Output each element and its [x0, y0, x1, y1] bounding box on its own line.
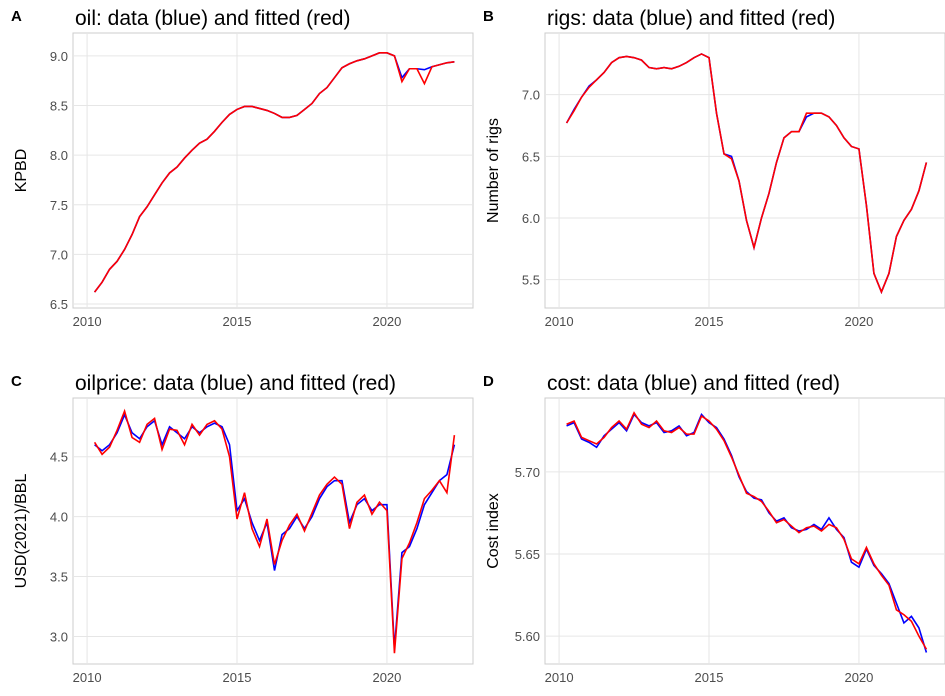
plot-border	[72, 397, 474, 665]
y-axis-title: Number of rigs	[485, 118, 502, 223]
plot-border	[544, 32, 945, 309]
series-line	[566, 411, 928, 650]
y-tick-label: 7.5	[50, 198, 68, 213]
y-tick-label: 8.5	[50, 98, 68, 113]
y-axis-title: USD(2021)/BBL	[13, 474, 30, 589]
series-line	[94, 412, 456, 649]
y-tick-label: 3.0	[50, 629, 68, 644]
panel-label: C	[11, 373, 22, 390]
x-tick-label: 2020	[372, 670, 401, 685]
y-tick-label: 5.70	[515, 465, 540, 480]
chart-title: rigs: data (blue) and fitted (red)	[547, 7, 835, 30]
y-tick-label: 7.0	[522, 88, 540, 103]
panel-label: D	[483, 373, 494, 390]
x-tick-label: 2020	[844, 314, 873, 329]
y-tick-label: 8.0	[50, 148, 68, 163]
x-tick-label: 2010	[545, 314, 574, 329]
x-tick-label: 2015	[223, 670, 252, 685]
series-line	[93, 52, 455, 293]
plot-border	[72, 32, 474, 309]
y-axis-title: Cost index	[485, 493, 502, 569]
chart-title: oil: data (blue) and fitted (red)	[75, 7, 350, 30]
plot-border	[544, 397, 945, 665]
y-tick-label: 4.5	[50, 450, 68, 465]
chart-title: cost: data (blue) and fitted (red)	[547, 372, 840, 395]
y-tick-label: 6.5	[522, 149, 540, 164]
y-tick-label: 5.60	[515, 629, 540, 644]
series-line	[93, 408, 456, 654]
y-tick-label: 7.0	[50, 247, 68, 262]
y-tick-label: 6.0	[522, 211, 540, 226]
x-tick-label: 2010	[545, 670, 574, 685]
x-tick-label: 2015	[695, 314, 724, 329]
panel-label: A	[11, 8, 22, 25]
x-tick-label: 2010	[73, 670, 102, 685]
y-tick-label: 4.0	[50, 510, 68, 525]
x-tick-label: 2020	[844, 670, 873, 685]
x-tick-label: 2015	[695, 670, 724, 685]
x-tick-label: 2010	[73, 314, 102, 329]
y-tick-label: 3.5	[50, 570, 68, 585]
series-line	[93, 52, 455, 293]
y-tick-label: 5.65	[515, 547, 540, 562]
chart-title: oilprice: data (blue) and fitted (red)	[75, 372, 396, 395]
series-line	[565, 53, 928, 295]
y-axis-title: KPBD	[13, 149, 30, 193]
x-tick-label: 2020	[372, 314, 401, 329]
y-tick-label: 5.5	[522, 273, 540, 288]
y-tick-label: 6.5	[50, 297, 68, 312]
series-line	[566, 412, 928, 653]
panel-label: B	[483, 8, 494, 25]
y-tick-label: 9.0	[50, 49, 68, 64]
x-tick-label: 2015	[223, 314, 252, 329]
